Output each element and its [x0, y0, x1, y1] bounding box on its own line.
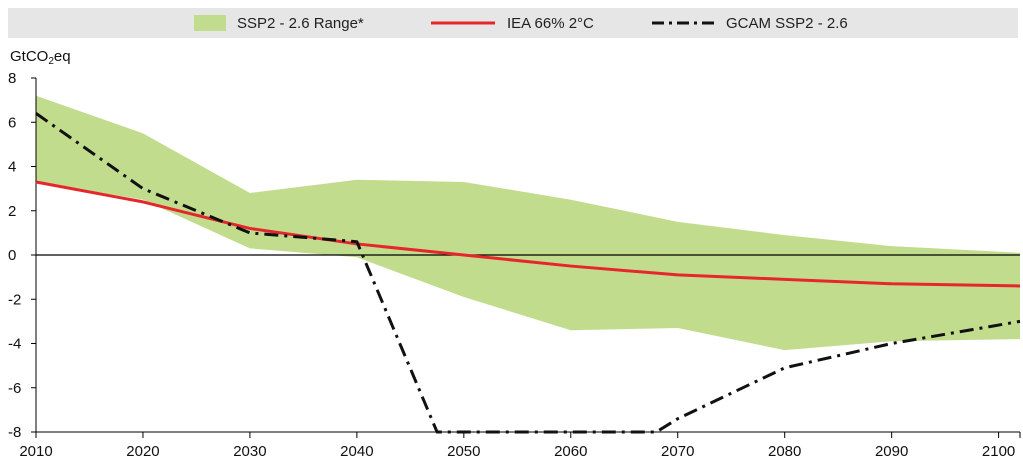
legend: SSP2 - 2.6 Range* IEA 66% 2°C GCAM SSP2 …	[8, 8, 1018, 38]
x-tick-label: 2040	[340, 443, 373, 460]
legend-swatch-range	[194, 15, 226, 31]
legend-item-range: SSP2 - 2.6 Range*	[194, 8, 364, 38]
x-tick-label: 2050	[447, 443, 480, 460]
x-tick-label: 2070	[661, 443, 694, 460]
x-tick-label: 2020	[126, 443, 159, 460]
legend-label-range: SSP2 - 2.6 Range*	[237, 14, 364, 32]
y-axis-label-main: GtCO	[10, 48, 49, 65]
x-tick-label: 2010	[19, 443, 52, 460]
legend-item-gcam: GCAM SSP2 - 2.6	[652, 8, 848, 38]
y-tick-label: 4	[8, 159, 16, 176]
legend-swatch-gcam	[652, 21, 714, 25]
y-axis-label-sub: 2	[48, 56, 54, 67]
range-band	[36, 95, 1020, 351]
x-tick-label: 2030	[233, 443, 266, 460]
y-axis-label-tail: eq	[53, 48, 71, 65]
y-tick-label: -6	[8, 380, 21, 397]
legend-label-iea: IEA 66% 2°C	[507, 14, 594, 32]
y-tick-label: -4	[8, 336, 21, 353]
y-tick-label: -2	[8, 291, 21, 308]
y-tick-label: 8	[8, 70, 16, 87]
x-tick-label: 2100	[982, 443, 1015, 460]
legend-swatch-iea	[431, 21, 495, 25]
y-tick-label: 6	[8, 114, 16, 131]
y-axis-label: GtCO2eq	[10, 48, 71, 67]
iea-line	[35, 180, 1021, 288]
gcam-line	[35, 112, 1021, 434]
x-tick-label: 2090	[875, 443, 908, 460]
x-tick-label: 2060	[554, 443, 587, 460]
legend-label-gcam: GCAM SSP2 - 2.6	[726, 14, 848, 32]
y-tick-label: 0	[8, 247, 16, 264]
y-tick-label: -8	[8, 424, 21, 441]
legend-item-iea: IEA 66% 2°C	[431, 8, 594, 38]
y-tick-label: 2	[8, 203, 16, 220]
x-tick-label: 2080	[768, 443, 801, 460]
